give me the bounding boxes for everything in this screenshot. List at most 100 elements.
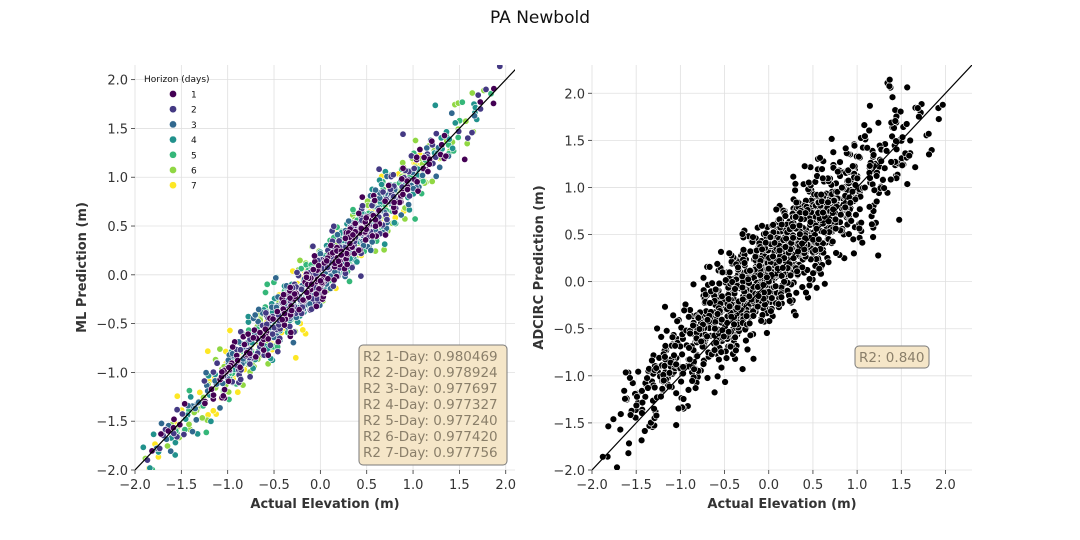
data-point-horizon-7 [292, 354, 300, 362]
scatter-points [139, 65, 504, 470]
y-tick-label: 0.5 [564, 229, 585, 244]
data-point [685, 313, 693, 321]
data-point [725, 302, 734, 311]
data-point-horizon-2 [329, 282, 337, 290]
data-point-horizon-2 [269, 330, 277, 338]
data-point [853, 174, 861, 183]
data-point-horizon-5 [263, 280, 271, 288]
data-point [925, 150, 933, 159]
data-point [738, 230, 747, 238]
data-point [641, 393, 649, 401]
data-point-horizon-1 [291, 290, 299, 298]
x-tick-label: −1.5 [620, 478, 652, 493]
data-point-horizon-2 [213, 359, 221, 367]
annotation-line: R2 7-Day: 0.977756 [363, 445, 498, 461]
data-point [609, 415, 618, 423]
data-point [688, 377, 696, 385]
data-point [763, 329, 771, 337]
data-point [824, 217, 833, 226]
data-point-horizon-2 [156, 444, 164, 452]
data-point-horizon-4 [390, 219, 398, 227]
data-point-horizon-4 [150, 430, 158, 438]
data-point-horizon-2 [358, 202, 366, 210]
data-point-horizon-3 [405, 201, 413, 209]
data-point [794, 247, 802, 256]
data-point [713, 310, 722, 318]
data-point-horizon-1 [303, 288, 311, 296]
legend-marker-2 [169, 105, 177, 114]
data-point-horizon-2 [209, 368, 217, 376]
data-point [668, 333, 677, 341]
data-point-horizon-6 [468, 89, 476, 97]
data-point [844, 210, 853, 218]
x-tick-label: 0.5 [356, 478, 377, 493]
legend-marker-5 [169, 150, 177, 159]
data-point [780, 278, 788, 286]
data-point-horizon-1 [371, 222, 379, 230]
data-point-horizon-2 [379, 188, 387, 196]
data-point [620, 387, 628, 395]
data-point [851, 195, 859, 204]
data-point [715, 279, 723, 288]
data-point-horizon-3 [191, 404, 199, 412]
x-tick-label: 1.5 [449, 478, 470, 493]
data-point [637, 436, 646, 444]
data-point [879, 176, 887, 184]
data-point-horizon-5 [349, 206, 357, 214]
data-point [672, 360, 680, 368]
data-point [717, 363, 726, 372]
data-point [892, 137, 900, 145]
data-point [661, 342, 670, 350]
data-point-horizon-4 [187, 393, 195, 401]
data-point [657, 333, 665, 341]
data-point [905, 152, 913, 160]
data-point-horizon-1 [170, 415, 178, 423]
data-point-horizon-4 [139, 443, 147, 451]
legend-marker-1 [169, 90, 177, 98]
data-point-horizon-3 [251, 311, 259, 319]
data-point [670, 351, 678, 359]
x-tick-label: 2.0 [495, 478, 516, 493]
data-point [789, 173, 797, 181]
legend-label-6: 6 [191, 167, 197, 177]
data-point [821, 280, 829, 288]
data-point-horizon-1 [218, 368, 226, 376]
annotation-box [358, 344, 508, 466]
data-point [753, 302, 762, 311]
data-point-horizon-4 [207, 417, 215, 425]
data-point-horizon-3 [448, 109, 456, 117]
data-point [742, 312, 751, 320]
legend-marker-7 [169, 181, 177, 190]
data-point-horizon-1 [299, 296, 307, 304]
data-point-horizon-5 [202, 428, 210, 436]
data-point [774, 300, 783, 308]
data-point [786, 297, 794, 305]
legend-label-4: 4 [191, 136, 197, 146]
data-point-horizon-5 [261, 288, 269, 296]
data-point-horizon-5 [345, 277, 353, 285]
data-point [896, 107, 905, 116]
y-tick-label: −1.0 [96, 366, 128, 381]
data-point [617, 410, 625, 418]
data-point [758, 245, 766, 254]
data-point-horizon-1 [312, 290, 320, 298]
data-point [791, 213, 800, 221]
data-point-horizon-1 [324, 275, 332, 283]
data-point [829, 148, 837, 156]
data-point [746, 267, 754, 275]
data-point [768, 294, 776, 302]
y-tick-label: −1.5 [553, 417, 585, 432]
data-point-horizon-1 [278, 316, 286, 324]
data-point-horizon-7 [196, 388, 204, 396]
data-point-horizon-4 [449, 144, 457, 152]
data-point-horizon-3 [192, 416, 200, 424]
data-point [638, 398, 647, 407]
data-point [672, 389, 680, 397]
x-axis-label: Actual Elevation (m) [707, 497, 856, 512]
data-point [713, 372, 722, 381]
data-point [791, 311, 800, 319]
y-tick-label: −2.0 [96, 464, 128, 479]
data-point-horizon-1 [157, 430, 165, 438]
data-point-horizon-1 [358, 193, 366, 201]
data-point [872, 172, 881, 180]
